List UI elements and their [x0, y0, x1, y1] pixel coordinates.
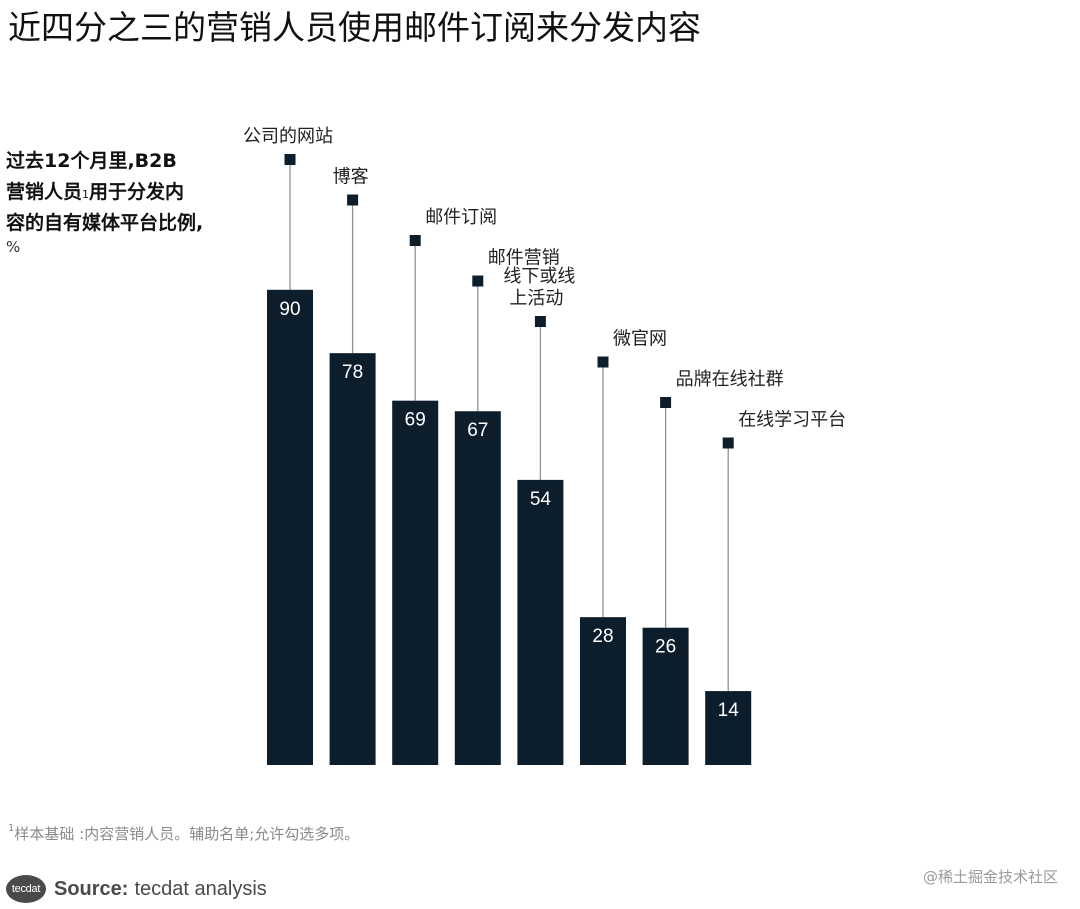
leader-marker: [347, 194, 359, 206]
leader-marker: [409, 235, 421, 246]
subtitle-line-2: 营销人员1用于分发内: [6, 177, 261, 208]
source-text: tecdat analysis: [134, 877, 267, 900]
subtitle-footnote-mark: 1: [82, 188, 90, 201]
bar: [392, 400, 439, 765]
tecdat-logo: tecdat: [6, 875, 46, 903]
subtitle-line-3: 容的自有媒体平台比例,: [6, 212, 204, 234]
category-label: 微官网: [613, 329, 667, 350]
category-label: 品牌在线社群: [676, 369, 784, 390]
data-label: 28: [592, 626, 613, 647]
watermark: @稀土掘金技术社区: [922, 868, 1058, 886]
subtitle-unit: %: [6, 238, 21, 256]
bar: [329, 353, 376, 765]
data-label: 26: [655, 637, 676, 658]
bar: [517, 479, 564, 765]
leader-marker: [534, 316, 546, 327]
leader-marker: [722, 437, 734, 449]
chart-subtitle: 过去12个月里,B2B 营销人员1用于分发内 容的自有媒体平台比例, %: [6, 146, 261, 255]
data-label: 14: [718, 700, 740, 721]
category-label: 在线学习平台: [738, 410, 846, 431]
bar: [454, 411, 501, 765]
source-line: tecdat Source: tecdat analysis: [6, 874, 267, 904]
category-label: 邮件订阅: [425, 207, 497, 228]
leader-marker: [597, 356, 609, 368]
source-label: Source:: [54, 877, 129, 900]
data-label: 90: [279, 299, 300, 320]
category-label: 邮件营销: [488, 248, 560, 269]
data-label: 69: [405, 410, 426, 431]
data-label: 54: [530, 489, 552, 510]
category-label: 博客: [333, 167, 369, 188]
subtitle-line-2-main: 营销人员: [6, 181, 83, 203]
subtitle-line-1: 过去12个月里,B2B: [6, 150, 177, 172]
footnote-mark: 1: [8, 823, 15, 834]
bar: [580, 617, 626, 765]
leader-marker: [660, 397, 672, 408]
category-label: 公司的网站: [243, 126, 333, 147]
bar: [705, 691, 752, 765]
bar: [642, 627, 689, 765]
data-label: 67: [467, 420, 488, 441]
footnote: 1样本基础 :内容营销人员。辅助名单;允许勾选多项。: [8, 823, 359, 844]
footnote-text: 样本基础 :内容营销人员。辅助名单;允许勾选多项。: [14, 825, 360, 843]
chart-title: 近四分之三的营销人员使用邮件订阅来分发内容: [8, 8, 701, 47]
category-label: 线下或线上活动: [503, 266, 575, 309]
data-label: 78: [342, 362, 363, 383]
leader-marker: [284, 154, 296, 165]
bar: [267, 289, 313, 765]
leader-marker: [472, 275, 484, 287]
subtitle-line-2-rest: 用于分发内: [89, 181, 185, 203]
